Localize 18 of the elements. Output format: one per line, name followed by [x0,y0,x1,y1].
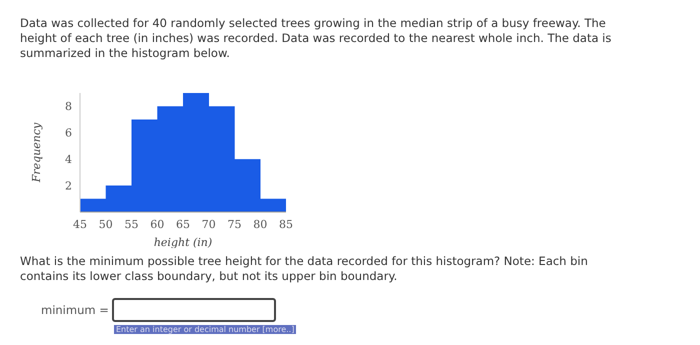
x-tick-label: 80 [253,218,268,231]
y-tick-label: 2 [65,179,72,192]
y-tick-label: 8 [65,100,72,114]
x-tick-label: 60 [150,218,164,231]
x-tick-label: 45 [73,218,87,231]
text: Data was collected for 40 randomly selected trees growing in the median strip of a busy freeway. The height of each tree (in inches) was recorded. Data was recorded to the nearest whole inch. The data is summarized in the histogram below. [20,16,612,61]
y-tick-label: 4 [65,153,72,166]
x-tick-label: 65 [176,218,190,231]
x-tick-label: 50 [98,218,113,231]
text: What is the minimum possible tree height for the data recorded for this histogram? Note: Each bin contains its lower class boundary, but not its upper bin boundary. [20,254,589,284]
x-tick-label: 55 [124,218,138,231]
x-tick-label: 75 [228,218,242,231]
y-axis-title: Frequency [30,122,43,184]
x-tick-label: 70 [202,218,216,231]
y-tick-label: 6 [65,126,72,140]
x-tick-label: 85 [279,218,293,231]
text: Enter an integer or decimal number [more..] [114,325,296,334]
text: minimum = [41,303,109,317]
